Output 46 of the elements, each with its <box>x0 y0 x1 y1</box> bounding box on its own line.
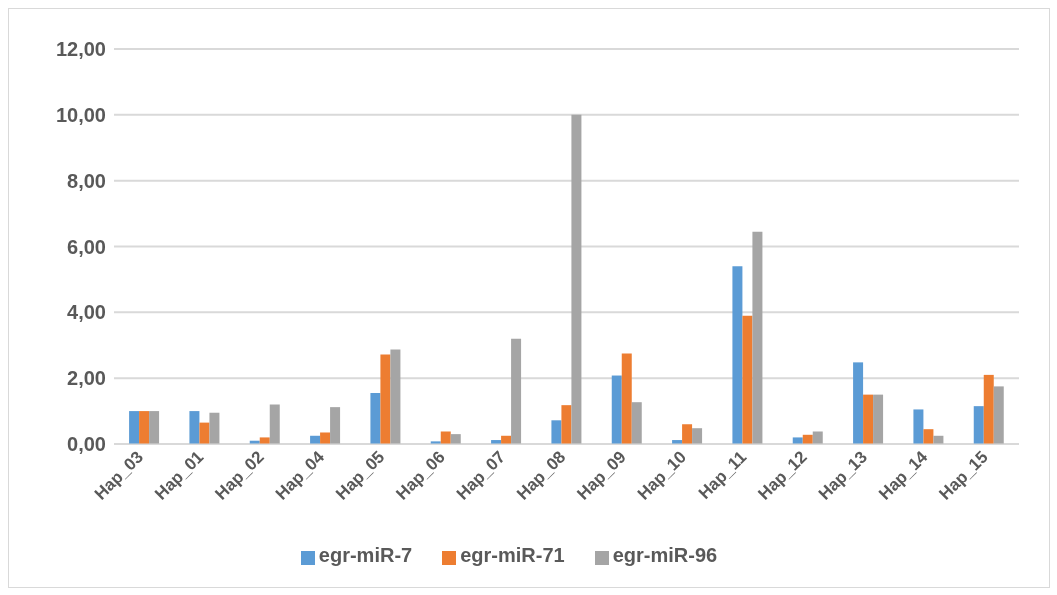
bar <box>993 386 1004 444</box>
y-tick-label: 10,00 <box>55 103 106 126</box>
bar <box>209 412 220 444</box>
bar <box>330 407 341 444</box>
bar <box>189 411 200 444</box>
bar <box>732 266 743 444</box>
legend-label: egr-miR-7 <box>318 544 413 566</box>
bar <box>149 411 160 444</box>
bar <box>973 406 984 444</box>
bar <box>571 114 582 444</box>
bar <box>792 437 803 444</box>
bar <box>320 432 331 444</box>
bar <box>440 431 451 444</box>
bar <box>611 375 622 444</box>
bar <box>370 392 381 444</box>
y-tick-label: 8,00 <box>67 169 106 192</box>
legend-label: egr-miR-96 <box>612 544 718 566</box>
bar <box>561 405 572 444</box>
bar <box>913 409 924 444</box>
bar <box>129 411 140 444</box>
bar <box>199 422 210 444</box>
bar <box>631 402 642 444</box>
bar <box>752 231 763 444</box>
bar <box>742 315 753 444</box>
bar <box>139 411 150 444</box>
y-tick-label: 2,00 <box>67 367 106 390</box>
bar <box>269 404 280 444</box>
bar <box>853 362 864 444</box>
y-tick-label: 4,00 <box>67 301 106 324</box>
bar <box>863 394 874 444</box>
y-tick-label: 6,00 <box>67 235 106 258</box>
bar <box>923 429 934 444</box>
bar <box>551 420 562 444</box>
bar <box>682 424 693 444</box>
bar <box>259 437 270 444</box>
bar <box>983 374 994 444</box>
bar <box>450 434 461 444</box>
bar <box>390 349 401 444</box>
bar <box>812 431 823 444</box>
bar <box>873 394 884 444</box>
legend-label: egr-miR-71 <box>460 544 565 566</box>
bar <box>621 353 632 444</box>
y-tick-label: 12,00 <box>55 38 106 61</box>
bar <box>380 354 391 444</box>
bar <box>692 428 703 444</box>
bar <box>511 338 522 444</box>
